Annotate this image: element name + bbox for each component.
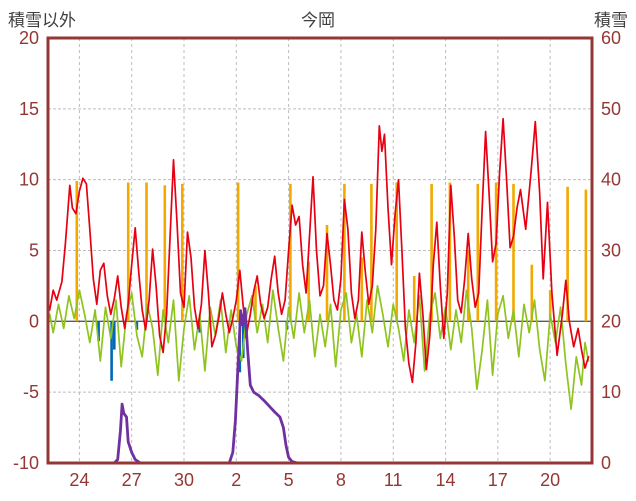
right-tick-label: 60 [601,28,621,48]
orange-bars-bar [289,183,292,322]
orange-bars-bar [145,182,148,322]
red-line [48,117,590,384]
orange-bars-bar [530,264,534,322]
left-axis-ticks: 20 15 10 5 0 -5 -10 [13,28,39,473]
orange-bars-bar [307,261,310,322]
x-tick-label: 8 [336,470,346,490]
orange-bars-bar [512,183,515,322]
right-axis-title: 積雪 [594,11,628,30]
blue-bars-bar [110,321,113,381]
left-tick-label: 10 [19,170,39,190]
right-tick-label: 50 [601,99,621,119]
blue-bars-bar [135,321,139,330]
right-tick-label: 10 [601,382,621,402]
left-tick-label: -5 [23,382,39,402]
orange-bars-bar [126,182,130,322]
orange-bars-bar [566,186,569,322]
green-line [48,285,590,411]
orange-bars-bar [254,285,257,322]
x-tick-label: 30 [174,470,194,490]
orange-bars-bar [548,290,552,322]
right-axis-ticks: 60 50 40 30 20 10 0 [601,28,621,473]
orange-bars [75,181,588,322]
orange-bars-bar [412,276,416,322]
x-tick-label: 17 [488,470,508,490]
left-axis-title: 積雪以外 [8,11,76,30]
orange-bars-bar [448,182,452,322]
orange-bars-bar [466,250,470,322]
blue-bars-bar [198,321,201,333]
orange-bars-bar [476,183,480,322]
orange-bars-bar [395,182,398,322]
orange-bars-bar [236,182,240,322]
blue-bars-bar [113,321,116,350]
chart-title: 今岡 [301,11,335,30]
gridlines [48,38,592,463]
right-tick-label: 40 [601,170,621,190]
right-tick-label: 0 [601,453,611,473]
x-tick-label: 5 [284,470,294,490]
x-tick-label: 24 [69,470,89,490]
orange-bars-bar [181,183,184,322]
x-tick-label: 2 [231,470,241,490]
blue-bars-bar [97,321,100,342]
orange-bars-bar [360,257,364,322]
x-axis-ticks: 24 27 30 2 5 8 11 14 17 20 [69,470,560,490]
orange-bars-bar [163,185,167,322]
orange-bars-bar [430,183,433,322]
series-layer [48,117,592,463]
x-tick-label: 27 [122,470,142,490]
left-tick-label: 15 [19,99,39,119]
left-tick-label: 0 [29,311,39,331]
plot-frame [46,36,594,465]
x-tick-label: 11 [384,470,403,490]
snow-depth-line [48,307,592,463]
right-tick-label: 20 [601,311,621,331]
orange-bars-bar [584,189,588,322]
left-tick-label: 5 [29,241,39,261]
right-tick-label: 30 [601,241,621,261]
orange-bars-bar [75,181,79,322]
x-tick-label: 20 [540,470,560,490]
orange-bars-bar [494,182,498,322]
left-tick-label: 20 [19,28,39,48]
orange-bars-bar [370,183,373,322]
orange-bars-bar [343,183,346,322]
orange-bars-bar [325,225,329,322]
x-tick-label: 14 [435,470,455,490]
left-tick-label: -10 [13,453,39,473]
